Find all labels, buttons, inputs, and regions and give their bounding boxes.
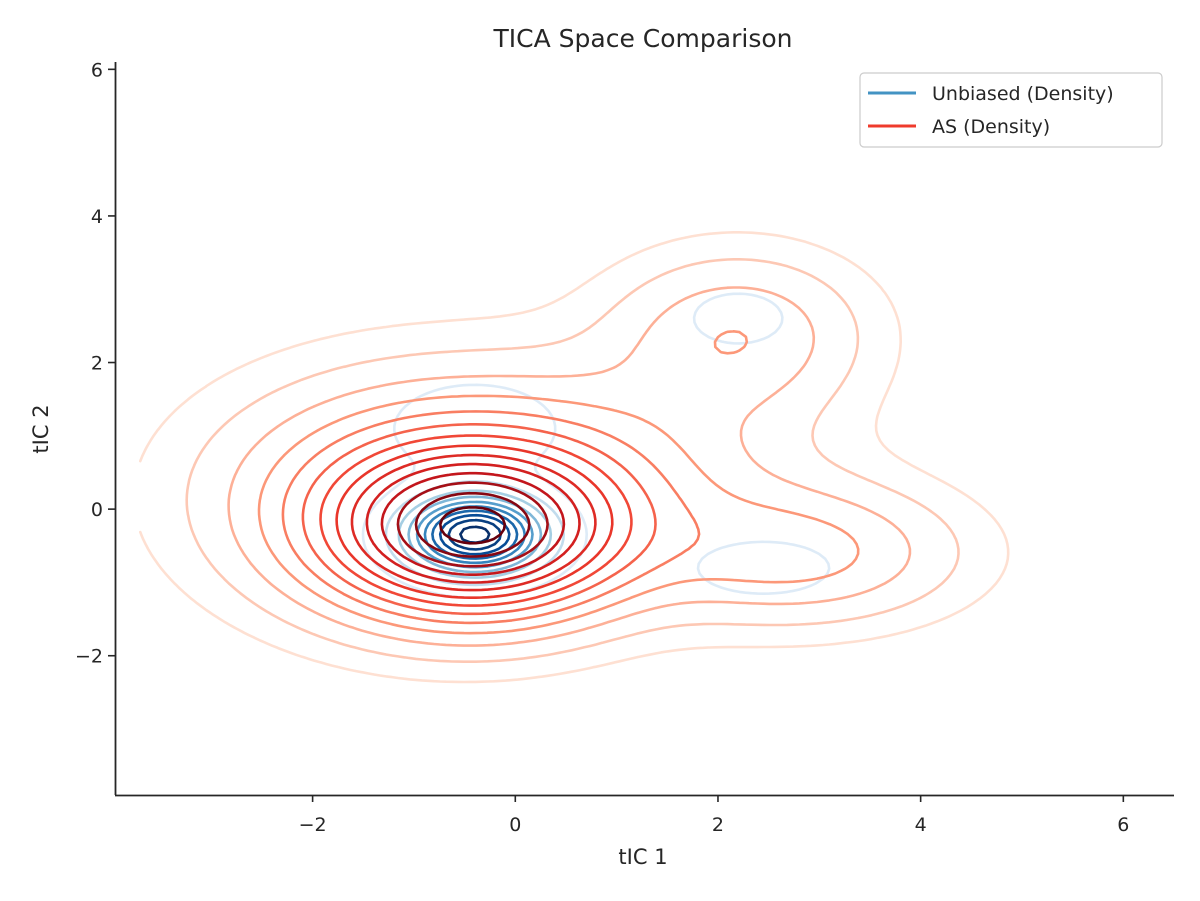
contour-line — [335, 444, 614, 599]
contour-line — [438, 513, 511, 556]
y-tick-label: 0 — [91, 499, 103, 521]
y-tick-label: 4 — [91, 206, 103, 228]
legend-label-as: AS (Density) — [932, 116, 1050, 138]
x-ticks: −2 0 2 4 6 — [299, 795, 1129, 836]
contour-layer — [139, 231, 1010, 684]
x-tick-label: 2 — [712, 814, 724, 836]
x-tick-label: 0 — [509, 814, 521, 836]
contour-line — [139, 231, 1010, 684]
contour-line — [227, 286, 912, 647]
contour-line — [380, 471, 566, 576]
contour-line — [350, 453, 597, 592]
legend: Unbiased (Density) AS (Density) — [859, 72, 1163, 148]
contour-line — [281, 410, 701, 625]
chart-title: TICA Space Comparison — [493, 24, 793, 53]
x-tick-label: 4 — [915, 814, 927, 836]
x-tick-label: 6 — [1117, 814, 1129, 836]
y-tick-label: 2 — [91, 353, 103, 375]
contour-group-as — [139, 231, 1010, 684]
contour-line — [396, 481, 549, 568]
contour-line — [407, 495, 543, 574]
contour-line — [414, 491, 531, 558]
legend-box — [859, 72, 1163, 148]
contour-line — [319, 434, 633, 607]
y-tick-label: −2 — [75, 646, 103, 668]
contour-group-unbiased — [361, 292, 831, 599]
y-axis-label: tIC 2 — [29, 404, 53, 453]
x-tick-label: −2 — [299, 814, 327, 836]
contour-line — [185, 258, 960, 663]
contour-line — [301, 423, 657, 616]
contour-line — [439, 506, 507, 545]
y-ticks: −2 0 2 4 6 — [75, 59, 115, 668]
x-axis-label: tIC 1 — [618, 845, 667, 869]
contour-line — [257, 330, 860, 635]
y-tick-label: 6 — [91, 59, 103, 81]
contour-line — [365, 462, 581, 584]
legend-label-unbiased: Unbiased (Density) — [932, 83, 1114, 105]
